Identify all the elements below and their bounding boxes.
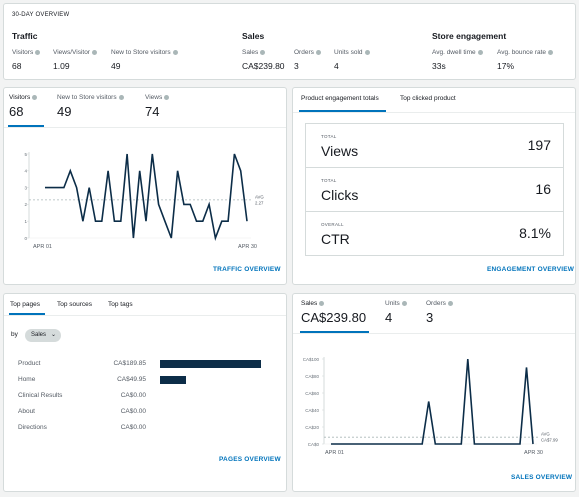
- y-tick-label: 1: [24, 219, 27, 224]
- by-label: by: [11, 331, 18, 338]
- engagement-title: Store engagement: [432, 31, 507, 41]
- y-tick-label: CA$0: [308, 442, 320, 447]
- chevron-down-icon: ⌄: [50, 332, 56, 338]
- page-row-about[interactable]: About CA$0.00: [18, 408, 146, 415]
- page-row-clinical-results[interactable]: Clinical Results CA$0.00: [18, 392, 146, 399]
- active-tab-indicator: [9, 313, 45, 315]
- engagement-card: Product engagement totals Top clicked pr…: [292, 87, 576, 285]
- average-value: 2.27: [255, 200, 264, 205]
- sales-title: Sales: [242, 31, 265, 41]
- metric-dwell-time: Avg. dwell time 33s: [432, 49, 483, 71]
- metric-units-sold: Units sold 4: [334, 49, 370, 71]
- traffic-overview-link[interactable]: TRAFFIC OVERVIEW: [213, 266, 281, 273]
- tab-views[interactable]: Views 74: [145, 94, 170, 119]
- sales-overview-link[interactable]: SALES OVERVIEW: [511, 474, 573, 481]
- metric-visitors: Visitors 68: [12, 49, 41, 71]
- top-pages-card: Top pages Top sources Top tags by Sales …: [3, 293, 287, 492]
- tab-new-to-store[interactable]: New to Store visitors 49: [57, 94, 124, 119]
- metric-sales: Sales CA$239.80: [242, 49, 285, 71]
- engagement-kpi-box: TOTAL Views 197 TOTAL Clicks 16 OVERALL …: [305, 123, 564, 256]
- tab-product-engagement-totals[interactable]: Product engagement totals: [301, 95, 379, 102]
- series-line: [45, 153, 248, 241]
- page-row-directions[interactable]: Directions CA$0.00: [18, 424, 146, 431]
- y-tick-label: CA$60: [305, 391, 319, 396]
- average-label: AVG: [541, 432, 550, 437]
- tab-top-pages[interactable]: Top pages: [10, 301, 40, 308]
- traffic-card: Visitors 68 New to Store visitors 49 Vie…: [3, 87, 287, 285]
- page-row-home[interactable]: Home CA$49.95: [18, 376, 278, 386]
- page-bar: [160, 376, 186, 384]
- y-tick-label: CA$80: [305, 374, 319, 379]
- average-value: CA$7.99: [541, 438, 558, 443]
- info-icon[interactable]: [32, 94, 38, 100]
- tab-top-sources[interactable]: Top sources: [57, 301, 93, 308]
- tab-visitors[interactable]: Visitors 68: [9, 94, 38, 119]
- traffic-title: Traffic: [12, 31, 38, 41]
- kpi-views: TOTAL Views 197: [321, 134, 551, 159]
- info-icon[interactable]: [548, 49, 554, 55]
- sort-dropdown-value: Sales: [31, 332, 47, 338]
- info-icon[interactable]: [315, 49, 321, 55]
- info-icon[interactable]: [477, 49, 483, 55]
- metric-bounce-rate: Avg. bounce rate 17%: [497, 49, 554, 71]
- y-tick-label: 3: [24, 185, 27, 190]
- x-end-label: APR 30: [524, 450, 543, 456]
- info-icon[interactable]: [447, 300, 453, 306]
- tab-orders[interactable]: Orders 3: [426, 300, 453, 325]
- info-icon[interactable]: [401, 300, 407, 306]
- kpi-clicks: TOTAL Clicks 16: [321, 178, 551, 203]
- y-tick-label: 4: [24, 169, 27, 174]
- pages-overview-link[interactable]: PAGES OVERVIEW: [219, 456, 281, 463]
- tab-units[interactable]: Units 4: [385, 300, 407, 325]
- info-icon[interactable]: [364, 49, 370, 55]
- info-icon[interactable]: [319, 300, 325, 306]
- info-icon[interactable]: [164, 94, 170, 100]
- info-icon[interactable]: [91, 49, 97, 55]
- active-tab-indicator: [300, 331, 369, 333]
- kpi-ctr: OVERALL CTR 8.1%: [321, 222, 551, 247]
- info-icon[interactable]: [172, 49, 178, 55]
- x-start-label: APR 01: [33, 244, 52, 250]
- sales-line-chart: CA$0 CA$20 CA$40 CA$60 CA$80 CA$100 AVGCA$7.99…: [303, 357, 559, 456]
- y-tick-label: CA$40: [305, 408, 319, 413]
- series-line: [331, 358, 534, 445]
- y-tick-label: 5: [24, 152, 27, 157]
- average-label: AVG: [255, 194, 264, 199]
- y-tick-label: CA$100: [303, 357, 320, 362]
- info-icon[interactable]: [260, 49, 266, 55]
- info-icon[interactable]: [118, 94, 124, 100]
- overview-card: 30-DAY OVERVIEW Traffic Visitors 68 View…: [3, 3, 576, 80]
- tab-top-clicked-product[interactable]: Top clicked product: [400, 95, 456, 102]
- page-row-product[interactable]: Product CA$189.85: [18, 360, 278, 370]
- engagement-overview-link[interactable]: ENGAGEMENT OVERVIEW: [487, 266, 575, 273]
- tab-sales[interactable]: Sales CA$239.80: [301, 300, 367, 325]
- y-tick-label: 2: [24, 202, 27, 207]
- y-tick-label: CA$20: [305, 425, 319, 430]
- sales-card: Sales CA$239.80 Units 4 Orders 3 CA$0 CA$…: [292, 293, 576, 492]
- active-tab-indicator: [299, 110, 386, 112]
- y-tick-label: 0: [24, 236, 27, 241]
- page-bar: [160, 360, 261, 368]
- info-icon[interactable]: [35, 49, 41, 55]
- x-start-label: APR 01: [325, 450, 344, 456]
- tab-top-tags[interactable]: Top tags: [108, 301, 133, 308]
- x-end-label: APR 30: [238, 244, 257, 250]
- metric-orders: Orders 3: [294, 49, 321, 71]
- sort-dropdown[interactable]: Sales ⌄: [25, 329, 61, 342]
- active-tab-indicator: [8, 125, 44, 127]
- overview-title: 30-DAY OVERVIEW: [12, 12, 70, 18]
- metric-views-per-visitor: Views/Visitor 1.09: [53, 49, 97, 71]
- metric-new-to-store: New to Store visitors 49: [111, 49, 178, 71]
